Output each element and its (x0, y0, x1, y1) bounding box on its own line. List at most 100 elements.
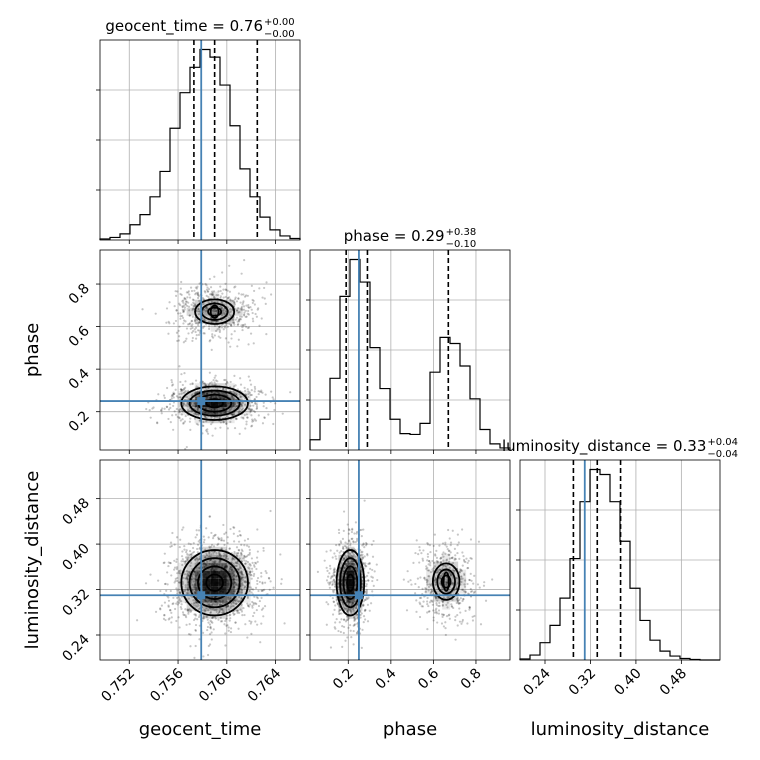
sample-dot-geocent_time-vs-luminosity_distance (208, 555, 211, 558)
sample-dot-geocent_time-vs-luminosity_distance (198, 638, 201, 641)
sample-dot-phase-vs-luminosity_distance (434, 581, 437, 584)
sample-dot-phase-vs-luminosity_distance (449, 544, 452, 547)
sample-dot-geocent_time-vs-luminosity_distance (217, 618, 220, 621)
y-tick-label-luminosity_distance-0: 0.24 (59, 631, 92, 664)
sample-dot-geocent_time-vs-luminosity_distance (253, 564, 256, 567)
sample-dot-phase-vs-luminosity_distance (354, 614, 357, 617)
sample-dot-phase-vs-luminosity_distance (402, 578, 405, 581)
sample-dot-geocent_time-vs-luminosity_distance (243, 555, 246, 558)
sample-dot-phase-vs-luminosity_distance (362, 542, 365, 545)
sample-dot-geocent_time-vs-luminosity_distance (211, 602, 215, 605)
density-cell-geocent_time-vs-phase (202, 307, 211, 316)
sample-dot-phase-vs-luminosity_distance (439, 561, 442, 564)
sample-dot-geocent_time-vs-luminosity_distance (211, 616, 214, 619)
panel-frame-geocent_time (99, 39, 301, 241)
sample-dot-geocent_time-vs-phase (213, 376, 216, 379)
sample-dot-geocent_time-vs-phase (241, 328, 244, 332)
density-cell-geocent_time-vs-luminosity_distance (194, 602, 203, 611)
sample-dot-geocent_time-vs-luminosity_distance (229, 617, 232, 620)
sample-dot-phase-vs-luminosity_distance (427, 604, 430, 608)
sample-dot-phase-vs-luminosity_distance (459, 570, 462, 573)
sample-dot-geocent_time-vs-phase (194, 286, 198, 289)
sample-dot-phase-vs-luminosity_distance (436, 621, 439, 624)
sample-dot-phase-vs-luminosity_distance (343, 544, 347, 548)
sample-dot-geocent_time-vs-luminosity_distance (231, 601, 235, 604)
sample-dot-geocent_time-vs-phase (243, 323, 247, 326)
sample-dot-phase-vs-luminosity_distance (450, 603, 453, 606)
sample-dot-geocent_time-vs-luminosity_distance (250, 591, 253, 594)
sample-dot-geocent_time-vs-phase (237, 323, 240, 326)
density-cell-geocent_time-vs-luminosity_distance (218, 562, 227, 571)
sample-dot-phase-vs-luminosity_distance (368, 562, 371, 565)
sample-dot-phase-vs-luminosity_distance (456, 544, 459, 547)
sample-dot-geocent_time-vs-phase (222, 288, 225, 291)
density-cell-geocent_time-vs-phase (210, 291, 219, 300)
sample-dot-geocent_time-vs-phase (252, 299, 255, 303)
sample-dot-geocent_time-vs-luminosity_distance (228, 598, 231, 601)
y-axis-label-phase: phase (22, 323, 43, 377)
sample-dot-geocent_time-vs-phase (229, 308, 232, 311)
sample-dot-phase-vs-luminosity_distance (366, 552, 369, 556)
sample-dot-geocent_time-vs-phase (201, 424, 204, 427)
sample-dot-geocent_time-vs-luminosity_distance (269, 580, 272, 583)
sample-dot-geocent_time-vs-luminosity_distance (238, 557, 241, 560)
sample-dot-geocent_time-vs-phase (180, 409, 184, 413)
sample-dot-geocent_time-vs-phase (192, 307, 195, 310)
sample-dot-phase-vs-luminosity_distance (339, 540, 342, 543)
sample-dot-geocent_time-vs-luminosity_distance (236, 561, 239, 565)
sample-dot-geocent_time-vs-luminosity_distance (197, 607, 201, 611)
sample-dot-geocent_time-vs-phase (161, 407, 164, 410)
sample-dot-phase-vs-luminosity_distance (435, 549, 438, 552)
sample-dot-geocent_time-vs-phase (243, 259, 246, 262)
sample-dot-phase-vs-luminosity_distance (458, 620, 462, 623)
sample-dot-geocent_time-vs-luminosity_distance (205, 527, 208, 530)
sample-dot-phase-vs-luminosity_distance (444, 564, 447, 567)
sample-dot-geocent_time-vs-luminosity_distance (219, 539, 223, 542)
sample-dot-geocent_time-vs-phase (178, 325, 181, 328)
sample-dot-geocent_time-vs-phase (181, 316, 185, 319)
sample-dot-geocent_time-vs-phase (184, 339, 187, 343)
sample-dot-geocent_time-vs-phase (245, 325, 248, 328)
sample-dot-geocent_time-vs-phase (188, 296, 192, 299)
sample-dot-geocent_time-vs-luminosity_distance (163, 601, 167, 604)
sample-dot-geocent_time-vs-phase (201, 297, 205, 300)
sample-dot-geocent_time-vs-luminosity_distance (195, 605, 199, 608)
sample-dot-phase-vs-luminosity_distance (449, 551, 452, 554)
sample-dot-phase-vs-luminosity_distance (333, 568, 336, 571)
sample-dot-phase-vs-luminosity_distance (432, 619, 435, 622)
sample-dot-geocent_time-vs-phase (233, 323, 236, 326)
sample-dot-geocent_time-vs-phase (179, 396, 182, 399)
sample-dot-geocent_time-vs-phase (233, 286, 236, 289)
marks-layer (99, 40, 720, 661)
sample-dot-geocent_time-vs-luminosity_distance (254, 586, 258, 590)
sample-dot-geocent_time-vs-luminosity_distance (254, 620, 257, 623)
sample-dot-phase-vs-luminosity_distance (435, 610, 438, 614)
sample-dot-phase-vs-luminosity_distance (373, 570, 376, 573)
sample-dot-geocent_time-vs-luminosity_distance (210, 531, 213, 535)
sample-dot-geocent_time-vs-luminosity_distance (245, 560, 248, 563)
sample-dot-geocent_time-vs-phase (250, 425, 253, 428)
frames-layer (96, 39, 721, 664)
sample-dot-geocent_time-vs-luminosity_distance (209, 625, 212, 629)
sample-dot-phase-vs-luminosity_distance (364, 609, 367, 612)
sample-dot-geocent_time-vs-luminosity_distance (264, 581, 267, 584)
sample-dot-geocent_time-vs-phase (263, 286, 266, 290)
sample-dot-phase-vs-luminosity_distance (348, 609, 351, 612)
sample-dot-geocent_time-vs-phase (228, 322, 231, 325)
sample-dot-geocent_time-vs-luminosity_distance (239, 534, 242, 537)
sample-dot-phase-vs-luminosity_distance (421, 605, 425, 608)
sample-dot-phase-vs-luminosity_distance (365, 588, 368, 592)
sample-dot-geocent_time-vs-luminosity_distance (254, 562, 258, 565)
sample-dot-geocent_time-vs-phase (202, 302, 205, 306)
sample-dot-phase-vs-luminosity_distance (348, 552, 351, 555)
sample-dot-geocent_time-vs-luminosity_distance (220, 608, 223, 611)
panel-frame-phase-vs-luminosity_distance (309, 459, 511, 661)
sample-dot-geocent_time-vs-phase (174, 388, 177, 391)
sample-dot-phase-vs-luminosity_distance (341, 537, 345, 540)
sample-dot-geocent_time-vs-phase (229, 298, 232, 301)
sample-dot-phase-vs-luminosity_distance (468, 608, 471, 611)
sample-dot-geocent_time-vs-phase (252, 342, 255, 345)
sample-dot-phase-vs-luminosity_distance (445, 545, 448, 548)
panel-title-main-phase: phase = 0.29 (344, 227, 445, 245)
sample-dot-geocent_time-vs-phase (258, 324, 261, 327)
